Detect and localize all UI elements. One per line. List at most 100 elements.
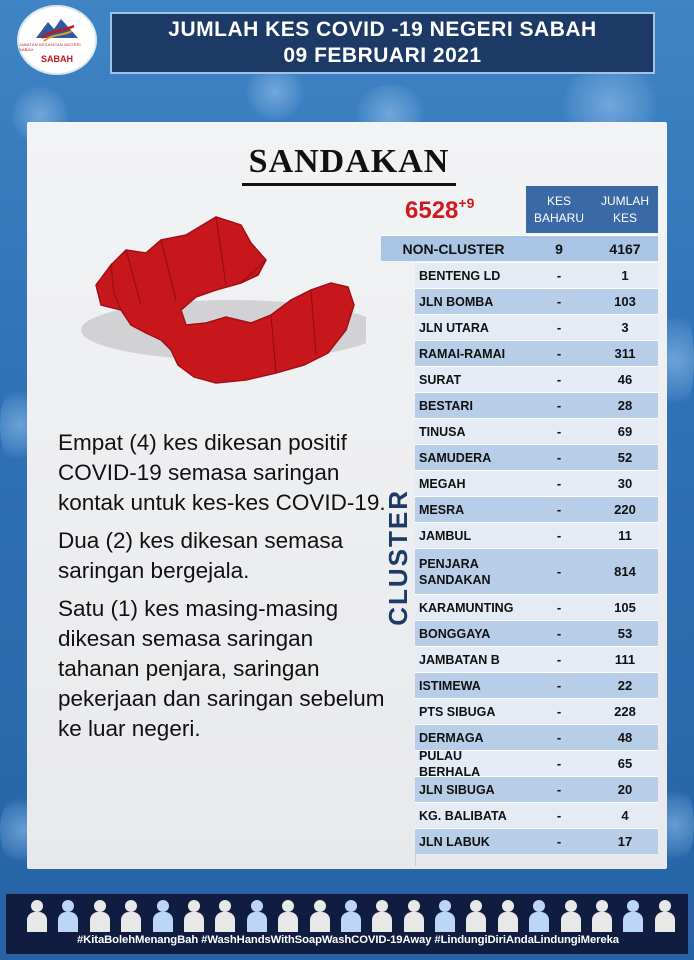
cluster-total-cases: 17 bbox=[592, 829, 658, 854]
cluster-new-cases: - bbox=[526, 699, 592, 724]
cluster-total-cases: 311 bbox=[592, 341, 658, 366]
cluster-name: SURAT bbox=[415, 367, 526, 392]
cluster-total-cases: 20 bbox=[592, 777, 658, 802]
cluster-total-cases: 30 bbox=[592, 471, 658, 496]
cluster-total-cases: 69 bbox=[592, 419, 658, 444]
cluster-total-cases: 28 bbox=[592, 393, 658, 418]
cluster-name: RAMAI-RAMAI bbox=[415, 341, 526, 366]
frontliner-figure-icon bbox=[246, 898, 268, 932]
table-header: KES BAHARU JUMLAH KES bbox=[526, 186, 658, 233]
frontliner-figure-icon bbox=[26, 898, 48, 932]
cluster-new-cases: - bbox=[526, 595, 592, 620]
header-date: 09 FEBRUARI 2021 bbox=[283, 44, 482, 67]
description-paragraph: Satu (1) kes masing-masing dikesan semas… bbox=[58, 596, 385, 741]
cluster-name: MESRA bbox=[415, 497, 526, 522]
district-title: SANDAKAN bbox=[242, 143, 456, 186]
table-row: SAMUDERA -52 bbox=[415, 444, 658, 470]
description-paragraph: Dua (2) kes dikesan semasa saringan berg… bbox=[58, 528, 344, 583]
cluster-new-cases: - bbox=[526, 523, 592, 548]
cluster-total-cases: 53 bbox=[592, 621, 658, 646]
frontliner-figure-icon bbox=[654, 898, 676, 932]
non-cluster-row: NON-CLUSTER 9 4167 bbox=[381, 235, 658, 261]
frontliner-figure-icon bbox=[340, 898, 362, 932]
cluster-new-cases: - bbox=[526, 803, 592, 828]
total-cases: 6528+9 bbox=[405, 195, 474, 225]
frontliner-figure-icon bbox=[89, 898, 111, 932]
table-row: KG. BALIBATA -4 bbox=[415, 802, 658, 828]
cluster-new-cases: - bbox=[526, 445, 592, 470]
cluster-new-cases: - bbox=[526, 621, 592, 646]
non-cluster-total: 4167 bbox=[609, 240, 641, 257]
cluster-total-cases: 65 bbox=[592, 751, 658, 776]
col-total-cases: JUMLAH KES bbox=[592, 186, 658, 233]
table-row: SURAT -46 bbox=[415, 366, 658, 392]
frontliner-figure-icon bbox=[309, 898, 331, 932]
table-row: PTS SIBUGA -228 bbox=[415, 698, 658, 724]
cluster-label: CLUSTER bbox=[380, 482, 416, 632]
sandakan-map bbox=[81, 216, 366, 384]
non-cluster-new: 9 bbox=[555, 240, 563, 257]
cluster-name: TINUSA bbox=[415, 419, 526, 444]
table-row: MEGAH -30 bbox=[415, 470, 658, 496]
header-title: JUMLAH KES COVID -19 NEGERI SABAH bbox=[168, 18, 597, 41]
cluster-name: PENJARA SANDAKAN bbox=[415, 549, 526, 594]
frontliner-figures bbox=[26, 898, 676, 932]
sabah-health-logo: JABATAN KESIHATAN NEGERI SABAH SABAH bbox=[17, 5, 97, 75]
description-paragraph: Empat (4) kes dikesan positif COVID-19 s… bbox=[58, 430, 386, 515]
cluster-new-cases: - bbox=[526, 673, 592, 698]
cluster-name: JAMBATAN B bbox=[415, 647, 526, 672]
frontliner-figure-icon bbox=[434, 898, 456, 932]
cluster-name: JLN SIBUGA bbox=[415, 777, 526, 802]
cluster-name: JLN LABUK bbox=[415, 829, 526, 854]
cluster-new-cases: - bbox=[526, 829, 592, 854]
table-row: KARAMUNTING -105 bbox=[415, 594, 658, 620]
table-row: JAMBATAN B -111 bbox=[415, 646, 658, 672]
frontliner-figure-icon bbox=[528, 898, 550, 932]
table-row: JLN UTARA -3 bbox=[415, 314, 658, 340]
cluster-name: KG. BALIBATA bbox=[415, 803, 526, 828]
cluster-new-cases: - bbox=[526, 315, 592, 340]
cluster-total-cases: 1 bbox=[592, 263, 658, 288]
cluster-new-cases: - bbox=[526, 751, 592, 776]
cluster-total-cases: 220 bbox=[592, 497, 658, 522]
cluster-name: DERMAGA bbox=[415, 725, 526, 750]
cluster-total-cases: 103 bbox=[592, 289, 658, 314]
cluster-name: BENTENG LD bbox=[415, 263, 526, 288]
cluster-new-cases: - bbox=[526, 419, 592, 444]
total-new: +9 bbox=[458, 195, 475, 211]
cluster-new-cases: - bbox=[526, 263, 592, 288]
cluster-total-cases: 4 bbox=[592, 803, 658, 828]
table-row: DERMAGA -48 bbox=[415, 724, 658, 750]
table-row: MESRA -220 bbox=[415, 496, 658, 522]
table-row: PULAU BERHALA -65 bbox=[415, 749, 658, 779]
frontliner-figure-icon bbox=[214, 898, 236, 932]
frontliner-figure-icon bbox=[403, 898, 425, 932]
cluster-new-cases: - bbox=[526, 393, 592, 418]
frontliner-figure-icon bbox=[152, 898, 174, 932]
cluster-name: BONGGAYA bbox=[415, 621, 526, 646]
table-row: JLN SIBUGA -20 bbox=[415, 776, 658, 802]
frontliner-figure-icon bbox=[497, 898, 519, 932]
cluster-new-cases: - bbox=[526, 367, 592, 392]
cluster-new-cases: - bbox=[526, 777, 592, 802]
frontliner-figure-icon bbox=[183, 898, 205, 932]
cluster-name: PTS SIBUGA bbox=[415, 699, 526, 724]
cluster-name: PULAU BERHALA bbox=[415, 749, 526, 779]
cluster-total-cases: 814 bbox=[592, 549, 658, 594]
cluster-total-cases: 48 bbox=[592, 725, 658, 750]
cluster-new-cases: - bbox=[526, 341, 592, 366]
cluster-name: BESTARI bbox=[415, 393, 526, 418]
cluster-new-cases: - bbox=[526, 647, 592, 672]
cluster-label-text: CLUSTER bbox=[382, 488, 413, 626]
table-row: BONGGAYA -53 bbox=[415, 620, 658, 646]
cluster-rows: BENTENG LD -1 JLN BOMBA -103 JLN UTARA -3 RAMA… bbox=[415, 262, 658, 854]
cluster-new-cases: - bbox=[526, 471, 592, 496]
cluster-name: JLN BOMBA bbox=[415, 289, 526, 314]
total-value: 6528 bbox=[405, 197, 459, 224]
footer-banner: #KitaBolehMenangBah #WashHandsWithSoapWa… bbox=[5, 893, 689, 955]
logo-mountain-icon bbox=[36, 19, 78, 42]
table-row: BENTENG LD -1 bbox=[415, 262, 658, 288]
cluster-total-cases: 46 bbox=[592, 367, 658, 392]
table-row: BESTARI -28 bbox=[415, 392, 658, 418]
cluster-total-cases: 3 bbox=[592, 315, 658, 340]
